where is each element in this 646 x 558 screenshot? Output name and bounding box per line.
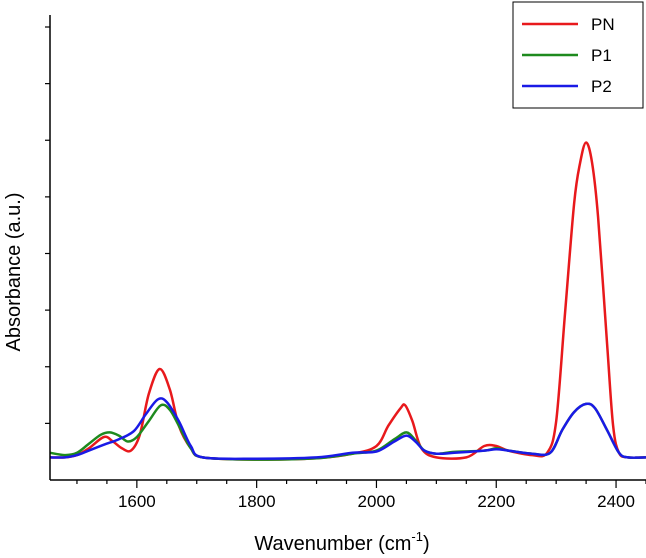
y-ticks [45,26,50,424]
x-tick-label: 1800 [238,492,276,511]
legend-label-p2: P2 [591,77,612,96]
legend-label-p1: P1 [591,46,612,65]
y-axis-label: Absorbance (a.u.) [3,193,25,352]
x-tick-label: 1600 [118,492,156,511]
x-tick-label: 2400 [597,492,635,511]
x-ticks: 1600 1800 2000 2200 2400 [76,480,646,511]
x-axis-label-superscript: -1 [411,529,423,544]
series-line-pn [49,141,646,461]
x-axis-label-main: Wavenumber (cm [254,533,411,555]
series-line-p2 [49,397,646,461]
legend: PN P1 P2 [512,1,644,109]
legend-label-pn: PN [591,15,615,34]
plot-lines [49,141,646,461]
x-tick-label: 2200 [477,492,515,511]
x-axis-label-end: ) [423,533,430,555]
x-axis-label: Wavenumber (cm-1) [254,529,429,555]
x-tick-label: 2000 [358,492,396,511]
